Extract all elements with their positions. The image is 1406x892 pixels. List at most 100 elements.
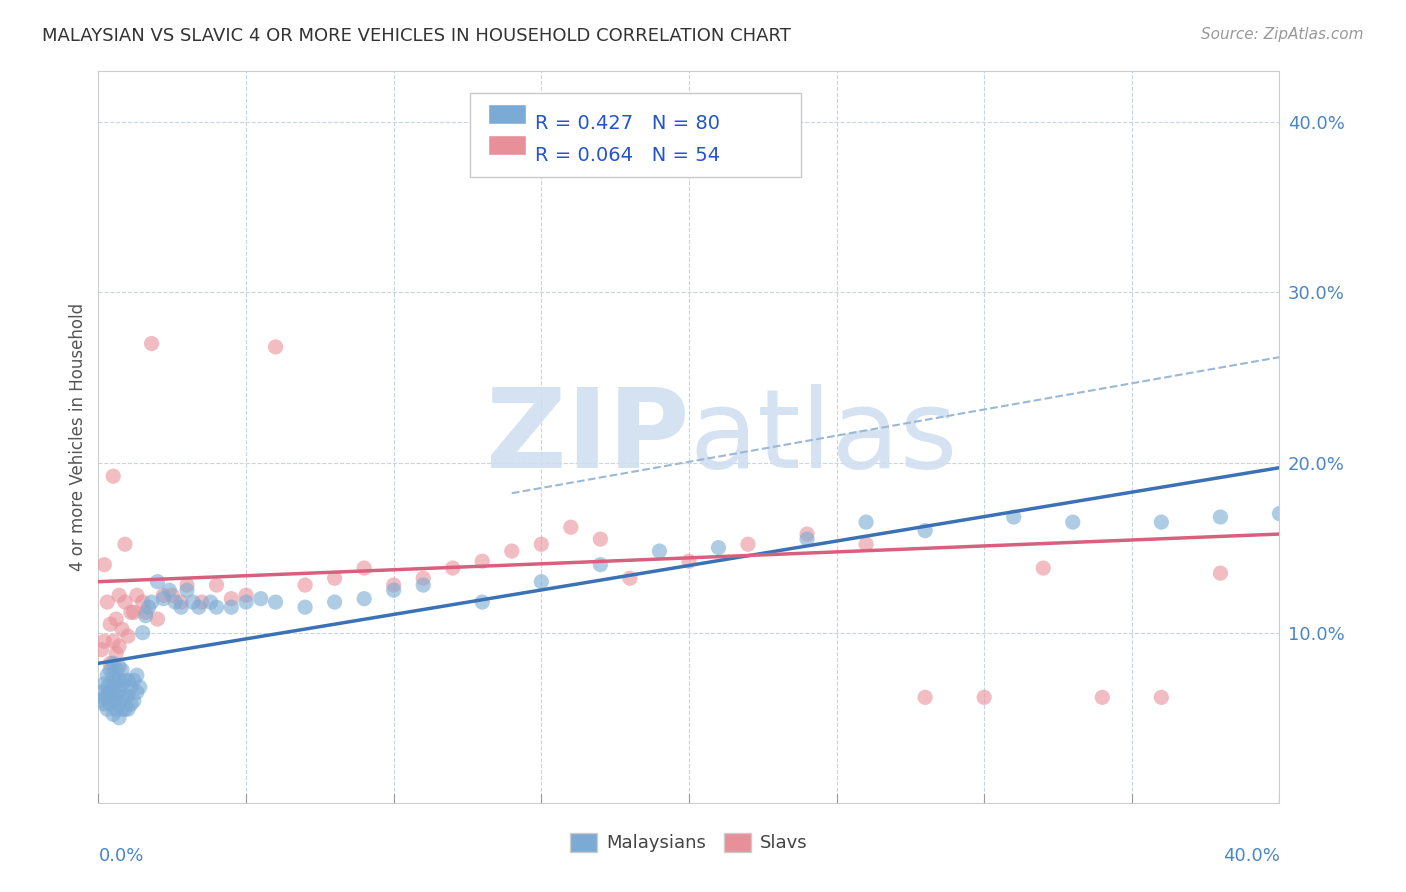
Point (294, 578, 316, 592)
Point (235, 595, 257, 609)
Point (1002, 510, 1025, 524)
Point (1209, 510, 1232, 524)
Point (122, 673, 145, 688)
Point (122, 694, 145, 708)
Point (152, 591, 174, 606)
Point (678, 554, 700, 568)
Point (560, 520, 582, 534)
Point (128, 680, 150, 694)
Point (141, 595, 163, 609)
Point (114, 689, 136, 703)
Point (146, 574, 169, 589)
Point (235, 588, 257, 602)
Point (1209, 566, 1232, 581)
Point (114, 702, 136, 716)
Point (103, 469, 125, 483)
Y-axis label: 4 or more Vehicles in Household: 4 or more Vehicles in Household (69, 303, 87, 571)
Point (170, 595, 193, 609)
Point (264, 340, 287, 354)
Point (250, 591, 273, 606)
Point (96, 668, 118, 682)
Point (294, 600, 316, 615)
Point (796, 527, 818, 541)
Text: Source: ZipAtlas.com: Source: ZipAtlas.com (1201, 27, 1364, 42)
Point (125, 588, 148, 602)
Point (530, 574, 553, 589)
Point (103, 680, 125, 694)
Point (103, 657, 125, 671)
Point (98, 685, 121, 699)
Point (108, 673, 131, 688)
Point (114, 595, 136, 609)
Point (1150, 515, 1173, 529)
Point (176, 578, 198, 592)
Point (90, 685, 112, 699)
FancyBboxPatch shape (488, 135, 526, 155)
Point (132, 595, 155, 609)
Point (120, 605, 142, 619)
Point (117, 629, 139, 643)
Point (122, 605, 145, 619)
Point (221, 600, 243, 615)
Point (412, 578, 434, 592)
Point (707, 541, 730, 555)
Point (914, 690, 936, 705)
Point (103, 694, 125, 708)
Point (589, 532, 612, 546)
Text: R = 0.427   N = 80: R = 0.427 N = 80 (536, 114, 720, 133)
Text: ZIP: ZIP (485, 384, 689, 491)
Point (108, 659, 131, 673)
Point (108, 697, 131, 711)
Point (132, 625, 155, 640)
Point (191, 595, 214, 609)
Point (103, 634, 125, 648)
Point (98, 617, 121, 632)
Point (117, 673, 139, 688)
Point (111, 702, 134, 716)
Point (1091, 690, 1114, 705)
Point (111, 677, 134, 691)
Point (973, 690, 995, 705)
Point (96, 680, 118, 694)
Point (187, 600, 209, 615)
Point (165, 595, 187, 609)
Point (93, 690, 115, 705)
Point (221, 591, 243, 606)
Point (117, 689, 139, 703)
Point (135, 605, 157, 619)
Point (264, 595, 287, 609)
Point (108, 588, 131, 602)
Point (162, 588, 183, 602)
Text: 0.0%: 0.0% (98, 847, 143, 864)
Point (1268, 507, 1291, 521)
Point (105, 663, 128, 677)
Point (353, 561, 375, 575)
Point (90, 694, 112, 708)
Point (108, 685, 131, 699)
Point (205, 600, 228, 615)
Point (111, 622, 134, 636)
Point (1062, 515, 1084, 529)
Point (181, 595, 204, 609)
Legend: Malaysians, Slavs: Malaysians, Slavs (562, 826, 815, 860)
Point (323, 595, 346, 609)
Point (93, 558, 115, 572)
Point (200, 595, 222, 609)
Point (93, 697, 115, 711)
Point (98, 657, 121, 671)
Point (105, 702, 128, 716)
Point (103, 707, 125, 722)
Point (530, 537, 553, 551)
Point (796, 532, 818, 546)
Point (125, 685, 148, 699)
FancyBboxPatch shape (471, 94, 801, 178)
Point (96, 689, 118, 703)
Point (103, 668, 125, 682)
Point (914, 524, 936, 538)
Point (114, 673, 136, 688)
Point (90, 642, 112, 657)
Point (501, 544, 523, 558)
FancyBboxPatch shape (488, 103, 526, 124)
Point (855, 537, 877, 551)
Point (105, 612, 128, 626)
